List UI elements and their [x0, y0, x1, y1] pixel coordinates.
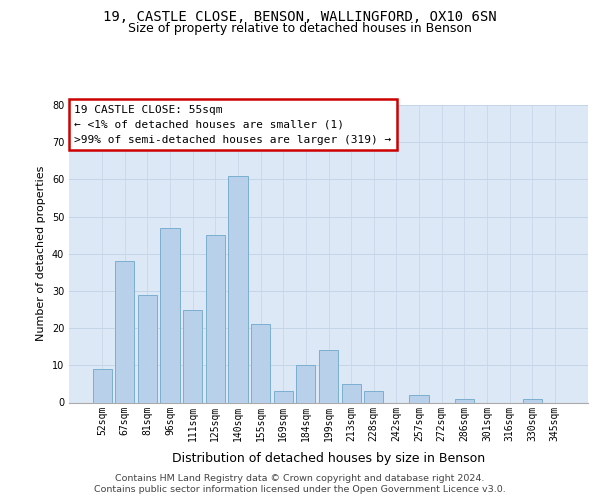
Bar — [341, 384, 361, 402]
Text: Contains public sector information licensed under the Open Government Licence v3: Contains public sector information licen… — [94, 485, 506, 494]
Text: 19, CASTLE CLOSE, BENSON, WALLINGFORD, OX10 6SN: 19, CASTLE CLOSE, BENSON, WALLINGFORD, O… — [103, 10, 497, 24]
Bar — [138, 294, 157, 403]
Bar — [364, 392, 383, 402]
Bar — [455, 399, 474, 402]
Bar — [274, 392, 293, 402]
Bar — [251, 324, 270, 402]
Bar — [183, 310, 202, 402]
Bar — [160, 228, 180, 402]
Y-axis label: Number of detached properties: Number of detached properties — [36, 166, 46, 342]
Bar — [92, 369, 112, 402]
Bar — [229, 176, 248, 402]
X-axis label: Distribution of detached houses by size in Benson: Distribution of detached houses by size … — [172, 452, 485, 464]
Bar — [319, 350, 338, 403]
Text: Contains HM Land Registry data © Crown copyright and database right 2024.: Contains HM Land Registry data © Crown c… — [115, 474, 485, 483]
Text: Size of property relative to detached houses in Benson: Size of property relative to detached ho… — [128, 22, 472, 35]
Bar — [115, 261, 134, 402]
Text: 19 CASTLE CLOSE: 55sqm
← <1% of detached houses are smaller (1)
>99% of semi-det: 19 CASTLE CLOSE: 55sqm ← <1% of detached… — [74, 105, 391, 144]
Bar — [296, 366, 316, 403]
Bar — [409, 395, 428, 402]
Bar — [523, 399, 542, 402]
Bar — [206, 235, 225, 402]
